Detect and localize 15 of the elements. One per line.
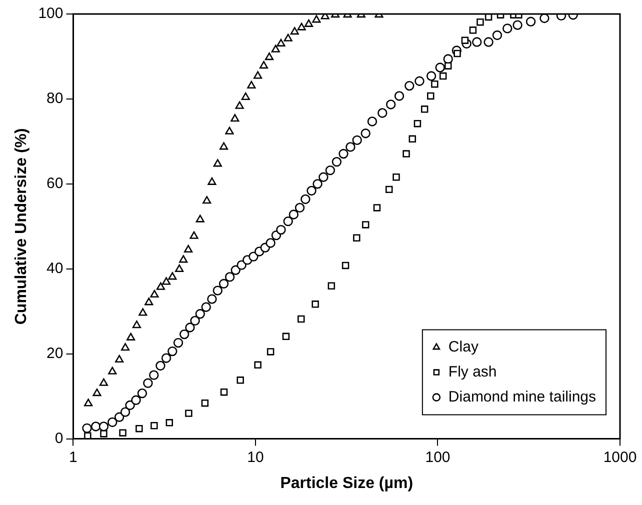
x-tick-label: 1 bbox=[69, 448, 78, 466]
x-axis-title: Particle Size (µm) bbox=[280, 474, 414, 492]
y-tick-label: 20 bbox=[46, 344, 64, 362]
x-tick-label: 10 bbox=[247, 448, 264, 466]
legend-label: Fly ash bbox=[448, 363, 497, 380]
y-tick-label: 100 bbox=[38, 5, 64, 22]
legend-label: Clay bbox=[448, 338, 479, 356]
legend-label: Diamond mine tailings bbox=[448, 388, 596, 406]
y-tick-label: 40 bbox=[46, 260, 64, 278]
y-tick-label: 0 bbox=[54, 430, 64, 447]
y-axis-title: Cumulative Undersize (%) bbox=[13, 128, 30, 325]
y-tick-label: 80 bbox=[46, 90, 64, 108]
x-tick-label: 100 bbox=[425, 448, 450, 466]
x-tick-label: 1000 bbox=[603, 448, 637, 466]
y-tick-label: 60 bbox=[46, 175, 64, 192]
